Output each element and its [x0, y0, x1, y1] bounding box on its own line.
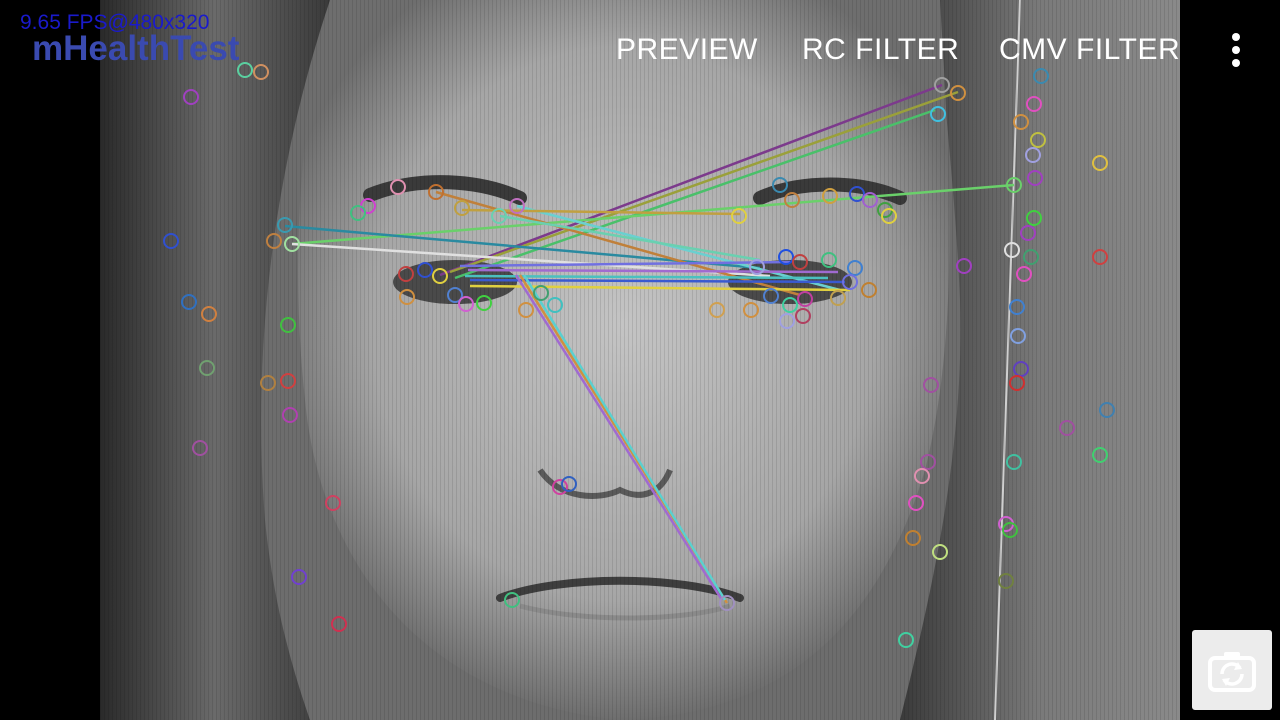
rc-filter-menu-item[interactable]: RC FILTER — [802, 33, 960, 66]
fps-counter: 9.65 FPS@480x320 — [20, 11, 210, 34]
cmv-filter-menu-item[interactable]: CMV FILTER — [999, 33, 1181, 66]
switch-camera-button[interactable] — [1192, 630, 1272, 710]
action-bar: 9.65 FPS@480x320 mHealthTest PREVIEW RC … — [0, 0, 1280, 96]
switch-camera-icon — [1208, 652, 1256, 692]
feature-keypoints — [163, 62, 1115, 648]
overflow-menu-button[interactable] — [1220, 28, 1252, 72]
face-image — [100, 0, 1180, 720]
preview-menu-item[interactable]: PREVIEW — [616, 33, 758, 66]
app-title: mHealthTest — [32, 29, 240, 68]
